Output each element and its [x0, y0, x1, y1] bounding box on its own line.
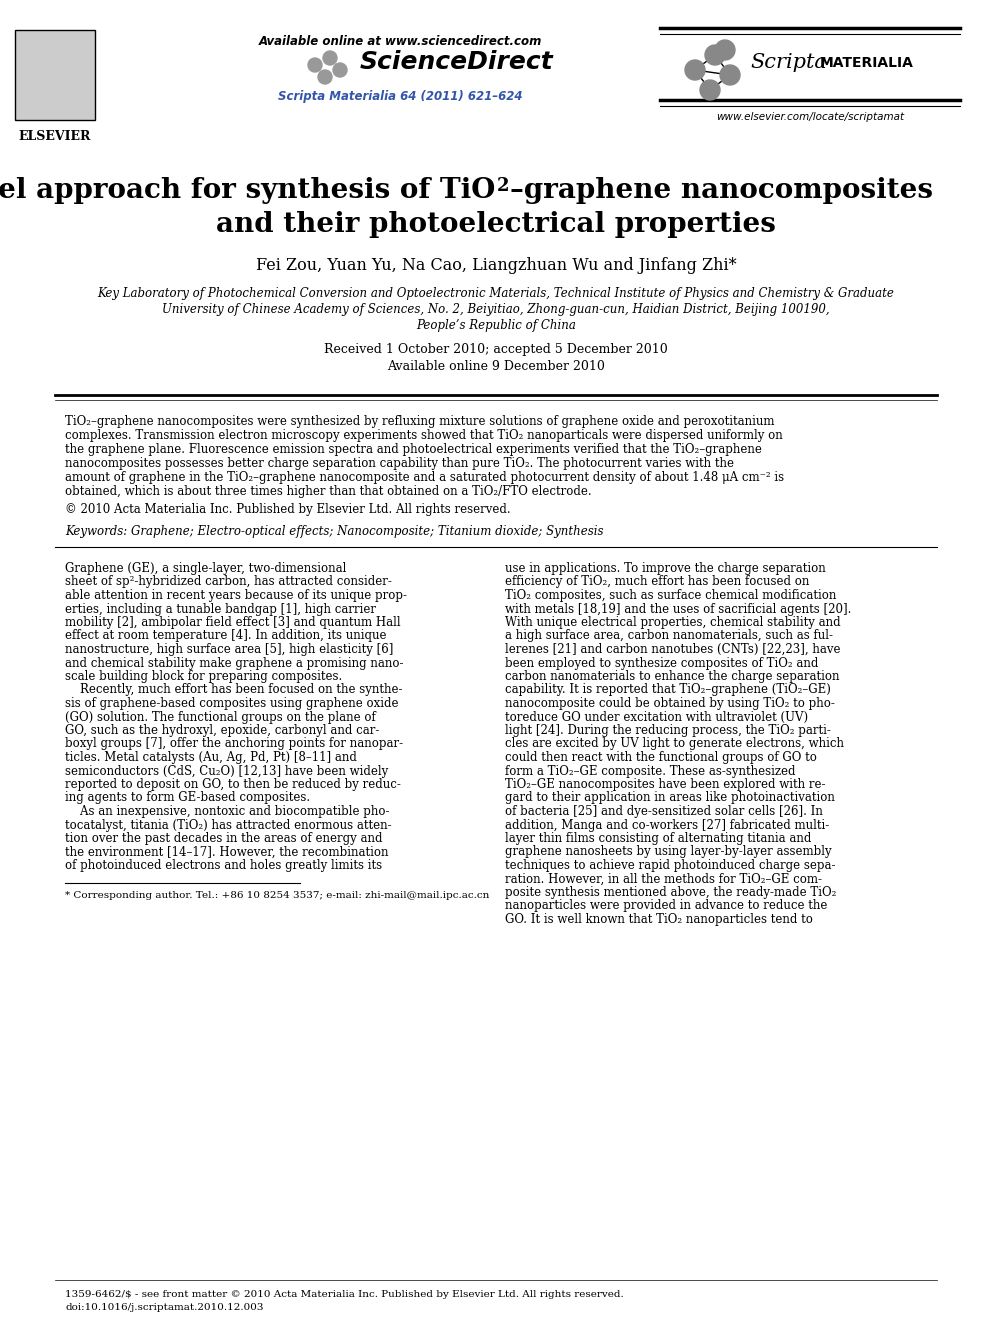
Text: University of Chinese Academy of Sciences, No. 2, Beiyitiao, Zhong-guan-cun, Hai: University of Chinese Academy of Science…: [162, 303, 830, 315]
Text: mobility [2], ambipolar field effect [3] and quantum Hall: mobility [2], ambipolar field effect [3]…: [65, 617, 401, 628]
Text: with metals [18,19] and the uses of sacrificial agents [20].: with metals [18,19] and the uses of sacr…: [505, 602, 851, 615]
Text: (GO) solution. The functional groups on the plane of: (GO) solution. The functional groups on …: [65, 710, 376, 724]
Text: As an inexpensive, nontoxic and biocompatible pho-: As an inexpensive, nontoxic and biocompa…: [65, 804, 390, 818]
Text: nanocomposites possesses better charge separation capability than pure TiO₂. The: nanocomposites possesses better charge s…: [65, 456, 734, 470]
Text: A novel approach for synthesis of TiO: A novel approach for synthesis of TiO: [0, 176, 496, 204]
Text: toreduce GO under excitation with ultraviolet (UV): toreduce GO under excitation with ultrav…: [505, 710, 808, 724]
Text: nanoparticles were provided in advance to reduce the: nanoparticles were provided in advance t…: [505, 900, 827, 913]
Text: TiO₂ composites, such as surface chemical modification: TiO₂ composites, such as surface chemica…: [505, 589, 836, 602]
Text: Scripta Materialia 64 (2011) 621–624: Scripta Materialia 64 (2011) 621–624: [278, 90, 522, 103]
Text: cles are excited by UV light to generate electrons, which: cles are excited by UV light to generate…: [505, 737, 844, 750]
Text: techniques to achieve rapid photoinduced charge sepa-: techniques to achieve rapid photoinduced…: [505, 859, 835, 872]
Text: ELSEVIER: ELSEVIER: [19, 130, 91, 143]
Text: a high surface area, carbon nanomaterials, such as ful-: a high surface area, carbon nanomaterial…: [505, 630, 833, 643]
Text: posite synthesis mentioned above, the ready-made TiO₂: posite synthesis mentioned above, the re…: [505, 886, 836, 900]
Text: gard to their application in areas like photoinactivation: gard to their application in areas like …: [505, 791, 835, 804]
Text: ScienceDirect: ScienceDirect: [360, 50, 554, 74]
Text: reported to deposit on GO, to then be reduced by reduc-: reported to deposit on GO, to then be re…: [65, 778, 401, 791]
Text: Scripta: Scripta: [750, 53, 827, 73]
Text: the environment [14–17]. However, the recombination: the environment [14–17]. However, the re…: [65, 845, 389, 859]
Text: form a TiO₂–GE composite. These as-synthesized: form a TiO₂–GE composite. These as-synth…: [505, 765, 796, 778]
Text: could then react with the functional groups of GO to: could then react with the functional gro…: [505, 751, 816, 763]
Text: GO. It is well known that TiO₂ nanoparticles tend to: GO. It is well known that TiO₂ nanoparti…: [505, 913, 812, 926]
Text: www.elsevier.com/locate/scriptamat: www.elsevier.com/locate/scriptamat: [716, 112, 904, 122]
Text: nanocomposite could be obtained by using TiO₂ to pho-: nanocomposite could be obtained by using…: [505, 697, 835, 710]
Circle shape: [333, 64, 347, 77]
Circle shape: [705, 45, 725, 65]
Text: and their photoelectrical properties: and their photoelectrical properties: [216, 212, 776, 238]
Text: Graphene (GE), a single-layer, two-dimensional: Graphene (GE), a single-layer, two-dimen…: [65, 562, 346, 576]
Circle shape: [323, 52, 337, 65]
Text: been employed to synthesize composites of TiO₂ and: been employed to synthesize composites o…: [505, 656, 818, 669]
Text: complexes. Transmission electron microscopy experiments showed that TiO₂ nanopar: complexes. Transmission electron microsc…: [65, 429, 783, 442]
Circle shape: [715, 40, 735, 60]
Text: © 2010 Acta Materialia Inc. Published by Elsevier Ltd. All rights reserved.: © 2010 Acta Materialia Inc. Published by…: [65, 503, 511, 516]
Text: Recently, much effort has been focused on the synthe-: Recently, much effort has been focused o…: [65, 684, 403, 696]
Circle shape: [685, 60, 705, 79]
Text: boxyl groups [7], offer the anchoring points for nanopar-: boxyl groups [7], offer the anchoring po…: [65, 737, 403, 750]
Text: amount of graphene in the TiO₂–graphene nanocomposite and a saturated photocurre: amount of graphene in the TiO₂–graphene …: [65, 471, 784, 484]
Text: Available online at www.sciencedirect.com: Available online at www.sciencedirect.co…: [258, 34, 542, 48]
Text: effect at room temperature [4]. In addition, its unique: effect at room temperature [4]. In addit…: [65, 630, 387, 643]
Text: –graphene nanocomposites: –graphene nanocomposites: [510, 176, 933, 204]
Text: ration. However, in all the methods for TiO₂–GE com-: ration. However, in all the methods for …: [505, 872, 822, 885]
Text: efficiency of TiO₂, much effort has been focused on: efficiency of TiO₂, much effort has been…: [505, 576, 809, 589]
Text: able attention in recent years because of its unique prop-: able attention in recent years because o…: [65, 589, 407, 602]
Text: use in applications. To improve the charge separation: use in applications. To improve the char…: [505, 562, 825, 576]
Text: Keywords: Graphene; Electro-optical effects; Nanocomposite; Titanium dioxide; Sy: Keywords: Graphene; Electro-optical effe…: [65, 525, 603, 538]
Text: MATERIALIA: MATERIALIA: [820, 56, 914, 70]
Text: 2: 2: [497, 177, 510, 194]
Circle shape: [318, 70, 332, 83]
Text: scale building block for preparing composites.: scale building block for preparing compo…: [65, 669, 342, 683]
Text: TiO₂–graphene nanocomposites were synthesized by refluxing mixture solutions of : TiO₂–graphene nanocomposites were synthe…: [65, 415, 775, 429]
Text: sis of graphene-based composites using graphene oxide: sis of graphene-based composites using g…: [65, 697, 399, 710]
Text: graphene nanosheets by using layer-by-layer assembly: graphene nanosheets by using layer-by-la…: [505, 845, 831, 859]
Text: Fei Zou, Yuan Yu, Na Cao, Liangzhuan Wu and Jinfang Zhi*: Fei Zou, Yuan Yu, Na Cao, Liangzhuan Wu …: [256, 257, 736, 274]
Text: of photoinduced electrons and holes greatly limits its: of photoinduced electrons and holes grea…: [65, 859, 382, 872]
Text: doi:10.1016/j.scriptamat.2010.12.003: doi:10.1016/j.scriptamat.2010.12.003: [65, 1303, 264, 1312]
Circle shape: [720, 65, 740, 85]
Text: tocatalyst, titania (TiO₂) has attracted enormous atten-: tocatalyst, titania (TiO₂) has attracted…: [65, 819, 392, 831]
Text: light [24]. During the reducing process, the TiO₂ parti-: light [24]. During the reducing process,…: [505, 724, 831, 737]
Text: * Corresponding author. Tel.: +86 10 8254 3537; e-mail: zhi-mail@mail.ipc.ac.cn: * Corresponding author. Tel.: +86 10 825…: [65, 890, 489, 900]
Text: capability. It is reported that TiO₂–graphene (TiO₂–GE): capability. It is reported that TiO₂–gra…: [505, 684, 831, 696]
Text: People’s Republic of China: People’s Republic of China: [416, 319, 576, 332]
Text: nanostructure, high surface area [5], high elasticity [6]: nanostructure, high surface area [5], hi…: [65, 643, 394, 656]
Circle shape: [308, 58, 322, 71]
Text: With unique electrical properties, chemical stability and: With unique electrical properties, chemi…: [505, 617, 840, 628]
Text: TiO₂–GE nanocomposites have been explored with re-: TiO₂–GE nanocomposites have been explore…: [505, 778, 825, 791]
Text: Received 1 October 2010; accepted 5 December 2010: Received 1 October 2010; accepted 5 Dece…: [324, 344, 668, 356]
Text: the graphene plane. Fluorescence emission spectra and photoelectrical experiment: the graphene plane. Fluorescence emissio…: [65, 443, 762, 456]
Text: sheet of sp²-hybridized carbon, has attracted consider-: sheet of sp²-hybridized carbon, has attr…: [65, 576, 392, 589]
Text: lerenes [21] and carbon nanotubes (CNTs) [22,23], have: lerenes [21] and carbon nanotubes (CNTs)…: [505, 643, 840, 656]
Text: addition, Manga and co-workers [27] fabricated multi-: addition, Manga and co-workers [27] fabr…: [505, 819, 829, 831]
Circle shape: [700, 79, 720, 101]
Bar: [15, 30, 95, 120]
Text: tion over the past decades in the areas of energy and: tion over the past decades in the areas …: [65, 832, 383, 845]
Text: erties, including a tunable bandgap [1], high carrier: erties, including a tunable bandgap [1],…: [65, 602, 376, 615]
Text: layer thin films consisting of alternating titania and: layer thin films consisting of alternati…: [505, 832, 811, 845]
Text: obtained, which is about three times higher than that obtained on a TiO₂/FTO ele: obtained, which is about three times hig…: [65, 486, 591, 497]
Text: carbon nanomaterials to enhance the charge separation: carbon nanomaterials to enhance the char…: [505, 669, 839, 683]
Text: and chemical stability make graphene a promising nano-: and chemical stability make graphene a p…: [65, 656, 404, 669]
Text: of bacteria [25] and dye-sensitized solar cells [26]. In: of bacteria [25] and dye-sensitized sola…: [505, 804, 823, 818]
Text: ticles. Metal catalysts (Au, Ag, Pd, Pt) [8–11] and: ticles. Metal catalysts (Au, Ag, Pd, Pt)…: [65, 751, 357, 763]
Text: GO, such as the hydroxyl, epoxide, carbonyl and car-: GO, such as the hydroxyl, epoxide, carbo…: [65, 724, 379, 737]
Text: semiconductors (CdS, Cu₂O) [12,13] have been widely: semiconductors (CdS, Cu₂O) [12,13] have …: [65, 765, 388, 778]
Text: ing agents to form GE-based composites.: ing agents to form GE-based composites.: [65, 791, 310, 804]
Text: 1359-6462/$ - see front matter © 2010 Acta Materialia Inc. Published by Elsevier: 1359-6462/$ - see front matter © 2010 Ac…: [65, 1290, 624, 1299]
Text: Available online 9 December 2010: Available online 9 December 2010: [387, 360, 605, 373]
Text: Key Laboratory of Photochemical Conversion and Optoelectronic Materials, Technic: Key Laboratory of Photochemical Conversi…: [97, 287, 895, 299]
